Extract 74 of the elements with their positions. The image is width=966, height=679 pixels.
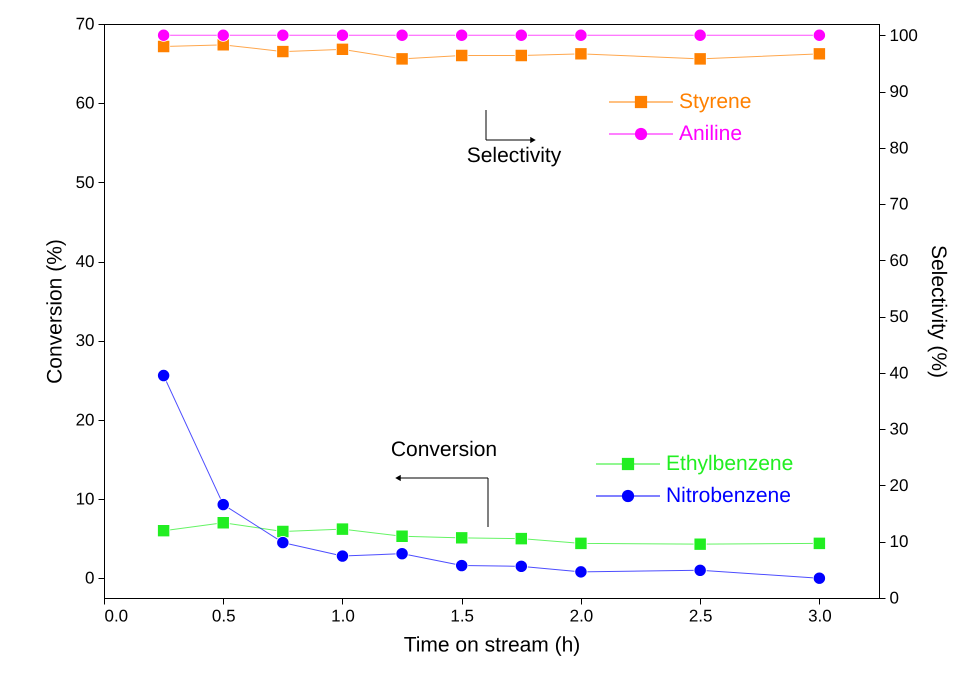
point <box>455 559 468 572</box>
point <box>694 564 707 577</box>
point <box>514 532 528 546</box>
y-tick-label: 60 <box>76 94 94 113</box>
y2-tick-label: 10 <box>890 532 908 552</box>
point <box>276 536 290 550</box>
point <box>216 28 230 42</box>
point <box>812 28 826 42</box>
x-tick-label: 0.5 <box>212 606 236 626</box>
y-tick-label: 30 <box>76 331 94 350</box>
point <box>514 48 528 62</box>
y2-tick-label: 40 <box>890 363 908 382</box>
point <box>694 28 707 42</box>
legend-label: Aniline <box>679 122 742 145</box>
point <box>514 28 528 42</box>
point <box>812 572 826 585</box>
y-axis-title: Conversion (%) <box>44 239 67 384</box>
legend-label: Nitrobenzene <box>666 484 791 507</box>
point <box>455 28 468 42</box>
y-tick-label: 40 <box>76 252 94 272</box>
x-tick-label: 3.0 <box>808 606 832 626</box>
point <box>157 40 170 54</box>
point <box>216 498 230 512</box>
y-tick-label: 20 <box>76 410 94 430</box>
point <box>694 52 707 66</box>
point <box>455 48 468 62</box>
annotation: Selectivity <box>466 144 562 167</box>
y-tick-label: 0 <box>85 568 94 588</box>
point <box>396 52 409 66</box>
y2-axis-title: Selectivity (%) <box>926 244 950 378</box>
point <box>694 538 707 551</box>
point <box>396 547 409 560</box>
y2-tick-label: 80 <box>890 138 908 158</box>
point <box>276 28 290 42</box>
x-tick-label: 2.5 <box>688 606 712 626</box>
y2-tick-label: 60 <box>890 250 908 270</box>
point <box>812 47 826 60</box>
y2-tick-label: 70 <box>890 194 908 214</box>
x-tick-label: 2.0 <box>570 606 594 626</box>
legend-label: Styrene <box>679 90 752 113</box>
point <box>574 565 588 578</box>
point <box>216 516 230 530</box>
y-tick-label: 10 <box>76 490 94 509</box>
point <box>514 560 528 573</box>
point <box>396 530 409 543</box>
point <box>336 42 349 56</box>
x-tick-label: 0.0 <box>104 606 128 626</box>
y2-tick-label: 100 <box>890 26 918 45</box>
y2-tick-label: 50 <box>890 307 908 326</box>
legend-label: Ethylbenzene <box>666 452 794 475</box>
point <box>574 28 588 42</box>
point <box>336 522 349 536</box>
point <box>276 524 290 538</box>
point <box>157 28 170 42</box>
y2-tick-label: 90 <box>890 82 908 102</box>
y-tick-label: 50 <box>76 172 94 192</box>
point <box>336 550 349 563</box>
x-axis-title: Time on stream (h) <box>404 634 580 656</box>
y2-tick-label: 30 <box>890 420 908 439</box>
y-tick-label: 70 <box>76 14 94 34</box>
x-tick-label: 1.0 <box>331 606 355 626</box>
point <box>574 536 588 550</box>
annotation: Conversion <box>390 438 498 461</box>
point <box>574 47 588 60</box>
point <box>157 369 170 382</box>
point <box>396 28 409 42</box>
point <box>276 45 290 58</box>
point <box>812 536 826 550</box>
point <box>157 524 170 538</box>
point <box>336 28 349 42</box>
y2-tick-label: 0 <box>890 588 899 608</box>
x-tick-label: 1.5 <box>450 606 474 626</box>
y2-tick-label: 20 <box>890 476 908 495</box>
point <box>455 531 468 544</box>
